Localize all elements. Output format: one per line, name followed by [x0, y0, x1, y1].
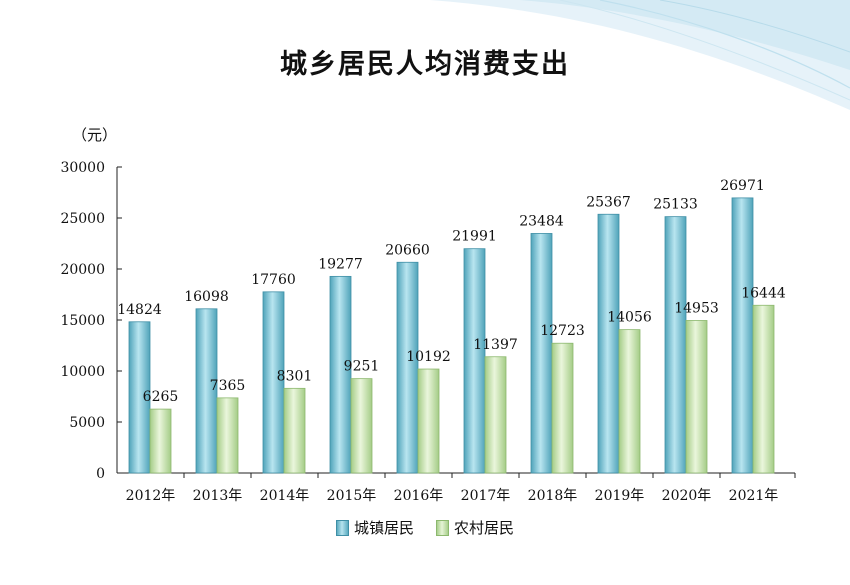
legend-label-urban: 城镇居民 — [353, 519, 414, 537]
data-label-urban: 14824 — [117, 302, 162, 318]
bar-rural — [216, 397, 239, 474]
bar-urban — [396, 261, 419, 474]
bar-urban — [664, 216, 687, 474]
data-label-rural: 16444 — [741, 285, 786, 301]
bar-urban — [195, 308, 218, 474]
bar-rural — [350, 378, 373, 474]
x-tick-label: 2017年 — [461, 488, 511, 504]
y-tick-label: 25000 — [60, 211, 105, 227]
data-label-urban: 19277 — [318, 256, 363, 272]
bar-urban — [731, 197, 754, 474]
bar-rural — [551, 342, 574, 474]
data-label-rural: 14056 — [607, 310, 652, 326]
bar-urban — [128, 321, 151, 474]
data-label-urban: 17760 — [251, 272, 296, 288]
x-tick-label: 2013年 — [193, 488, 243, 504]
bar-urban — [597, 213, 620, 474]
data-label-rural: 14953 — [674, 300, 719, 316]
bar-rural — [484, 356, 507, 474]
x-tick-label: 2020年 — [662, 488, 712, 504]
chart-bars — [128, 197, 775, 474]
x-tick-label: 2012年 — [126, 488, 176, 504]
data-label-rural: 11397 — [473, 337, 518, 353]
data-label-rural: 9251 — [344, 359, 380, 375]
x-tick-label: 2018年 — [528, 488, 578, 504]
bar-rural — [685, 320, 708, 474]
data-label-rural: 7365 — [210, 378, 246, 394]
y-tick-label: 10000 — [60, 364, 105, 380]
bar-urban — [463, 248, 486, 474]
legend-swatch-rural — [436, 519, 449, 536]
chart-legend: 城镇居民 农村居民 — [0, 517, 850, 538]
bar-rural — [417, 368, 440, 474]
legend-label-rural: 农村居民 — [454, 519, 515, 537]
chart-title: 城乡居民人均消费支出 — [280, 49, 570, 80]
data-label-urban: 25367 — [586, 194, 631, 210]
y-tick-label: 5000 — [69, 415, 105, 431]
bar-rural — [618, 329, 641, 474]
data-label-rural: 10192 — [406, 349, 451, 365]
data-label-urban: 25133 — [653, 197, 698, 213]
bar-urban — [262, 291, 285, 474]
x-tick-label: 2014年 — [260, 488, 310, 504]
y-tick-label: 30000 — [60, 160, 105, 176]
data-label-rural: 8301 — [277, 368, 313, 384]
bar-urban — [329, 275, 352, 474]
data-label-urban: 20660 — [385, 242, 430, 258]
bar-rural — [283, 387, 306, 474]
legend-item-rural: 农村居民 — [436, 517, 514, 538]
legend-item-urban: 城镇居民 — [335, 517, 414, 538]
data-label-rural: 12723 — [540, 323, 585, 339]
y-tick-label: 20000 — [60, 262, 105, 278]
legend-swatch-urban — [335, 519, 349, 536]
y-tick-label: 0 — [96, 466, 105, 482]
bar-urban — [530, 233, 553, 474]
data-label-urban: 16098 — [184, 289, 229, 305]
x-tick-label: 2015年 — [327, 488, 377, 504]
x-tick-label: 2016年 — [394, 488, 444, 504]
y-tick-label: 15000 — [60, 313, 105, 329]
data-label-urban: 23484 — [519, 213, 564, 229]
data-label-urban: 21991 — [452, 229, 497, 245]
x-tick-label: 2019年 — [595, 488, 645, 504]
data-label-rural: 6265 — [143, 389, 179, 405]
chart-labels: 0 5000 10000 15000 20000 25000 30000 2012年 2013年… — [60, 160, 785, 504]
bar-rural — [149, 408, 172, 474]
data-label-urban: 26971 — [720, 178, 765, 194]
bar-rural — [752, 304, 775, 474]
y-axis-unit-label: （元） — [72, 126, 118, 144]
x-tick-label: 2021年 — [729, 488, 779, 504]
